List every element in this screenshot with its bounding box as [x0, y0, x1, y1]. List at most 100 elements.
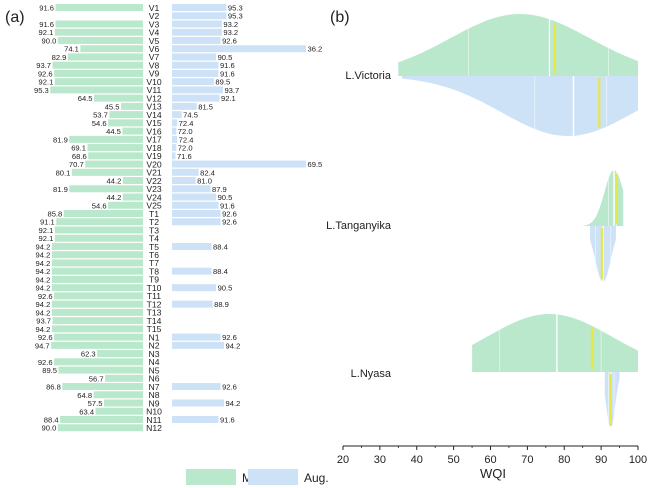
bar-mar — [95, 407, 143, 415]
bar-aug — [172, 144, 177, 152]
bar-mar — [93, 391, 143, 399]
violin-group: L.Victoria — [345, 14, 638, 136]
bar-mar — [51, 251, 143, 259]
bar-label-mar: 70.7 — [69, 160, 84, 169]
category-label: T12 — [147, 299, 162, 309]
bar-label-aug: 69.5 — [308, 160, 323, 169]
x-tick-label: 80 — [558, 454, 570, 466]
bar-aug — [172, 168, 199, 176]
bar-mar — [80, 45, 143, 53]
category-label: V9 — [149, 69, 160, 79]
bar-mar — [69, 185, 143, 193]
x-tick-label: 30 — [374, 454, 386, 466]
category-label: V18 — [146, 143, 162, 153]
bar-mar — [54, 292, 143, 300]
bar-label-aug: 74.5 — [183, 111, 198, 120]
category-label: T1 — [149, 209, 159, 219]
bar-aug — [172, 160, 306, 168]
bar-aug — [172, 341, 225, 349]
bar-label-aug: 72.0 — [178, 144, 193, 153]
bar-mar — [56, 218, 143, 226]
category-label: V20 — [146, 159, 162, 169]
bar-aug — [172, 242, 212, 250]
violin-half-aug — [402, 76, 638, 136]
category-label: V3 — [149, 19, 160, 29]
bar-label-mar: 94.2 — [36, 300, 51, 309]
bar-label-mar: 94.2 — [36, 284, 51, 293]
bar-aug — [172, 399, 225, 407]
bar-label-mar: 54.6 — [92, 201, 107, 210]
bar-label-aug: 87.9 — [212, 185, 227, 194]
bar-label-aug: 90.5 — [218, 193, 233, 202]
bar-label-mar: 92.6 — [38, 333, 53, 342]
bar-label-mar: 94.2 — [36, 308, 51, 317]
bar-label-mar: 92.6 — [38, 292, 53, 301]
bar-aug — [172, 36, 221, 44]
diverging-bar-chart: V1 91.6 95.3 V2 95.3 V3 91.6 93.2 V4 92.1 93.2 V5 90… — [34, 3, 322, 433]
category-label: T9 — [149, 275, 159, 285]
bar-aug — [172, 61, 219, 69]
category-label: V5 — [149, 36, 160, 46]
bar-label-aug: 94.2 — [226, 399, 241, 408]
bar-label-aug: 81.5 — [198, 102, 213, 111]
bar-mar — [51, 275, 143, 283]
category-label: V12 — [146, 93, 162, 103]
bar-mar — [122, 193, 143, 201]
violin-half-mar — [582, 170, 624, 226]
bar-label-mar: 81.9 — [53, 185, 68, 194]
category-label: N6 — [149, 374, 160, 384]
bar-label-mar: 92.1 — [39, 234, 54, 243]
category-label: V7 — [149, 52, 160, 62]
bar-label-aug: 72.4 — [179, 119, 194, 128]
violin-group: L.Nyasa — [351, 314, 638, 428]
category-label: V17 — [146, 135, 162, 145]
bar-label-mar: 80.1 — [56, 168, 71, 177]
bar-label-mar: 44.2 — [107, 177, 122, 186]
category-label: V24 — [146, 192, 162, 202]
bar-label-mar: 56.7 — [89, 374, 104, 383]
bar-label-aug: 91.6 — [220, 61, 235, 70]
category-label: N10 — [146, 407, 162, 417]
violin-chart: L.Victoria L.Tanganyika L.Nyasa — [326, 14, 638, 428]
bar-label-mar: 91.1 — [40, 218, 55, 227]
bar-label-mar: 90.0 — [42, 36, 57, 45]
bar-label-mar: 94.2 — [36, 267, 51, 276]
category-label: N3 — [149, 349, 160, 359]
bar-aug — [172, 177, 196, 185]
bar-label-aug: 81.0 — [197, 177, 212, 186]
category-label: V10 — [146, 77, 162, 87]
bar-label-mar: 81.9 — [53, 135, 68, 144]
bar-mar — [51, 284, 143, 292]
bar-label-mar: 69.1 — [71, 144, 86, 153]
bar-mar — [67, 53, 143, 61]
category-label: N12 — [146, 423, 162, 433]
bar-mar — [54, 333, 143, 341]
bar-mar — [57, 36, 143, 44]
bar-label-mar: 94.2 — [36, 251, 51, 260]
bar-label-mar: 94.2 — [36, 275, 51, 284]
bar-mar — [51, 308, 143, 316]
bar-label-mar: 89.5 — [42, 366, 57, 375]
legend-swatch-aug — [248, 469, 298, 485]
bar-label-mar: 54.6 — [92, 119, 107, 128]
violin-half-mar — [398, 14, 638, 76]
bar-aug — [172, 152, 176, 160]
bar-label-mar: 94.2 — [36, 242, 51, 251]
x-tick-label: 40 — [411, 454, 423, 466]
bar-aug — [172, 333, 221, 341]
bar-mar — [85, 160, 143, 168]
category-label: N1 — [149, 332, 160, 342]
category-label: V2 — [149, 11, 160, 21]
bar-mar — [58, 366, 144, 374]
bar-mar — [122, 177, 143, 185]
bar-aug — [172, 53, 217, 61]
bar-label-mar: 44.5 — [106, 127, 121, 136]
violin-half-aug — [604, 372, 620, 428]
bar-label-aug: 88.4 — [213, 242, 228, 251]
bar-label-mar: 94.2 — [36, 325, 51, 334]
category-label: N8 — [149, 390, 160, 400]
bar-label-aug: 92.6 — [222, 210, 237, 219]
category-label: V19 — [146, 151, 162, 161]
category-label: V22 — [146, 176, 162, 186]
